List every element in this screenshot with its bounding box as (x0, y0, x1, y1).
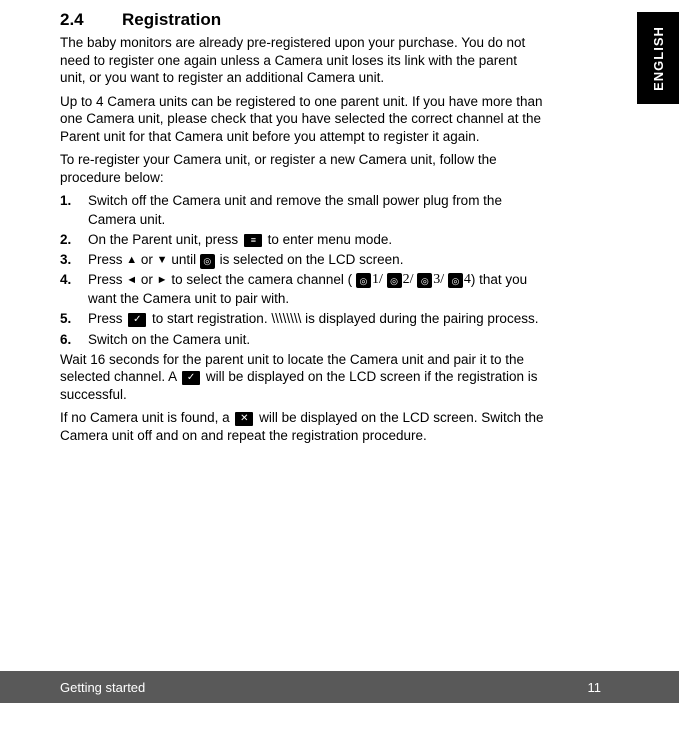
list-item: 5. Press ✓ to start registration. \\\\\\… (88, 310, 544, 328)
footer-section: Getting started (60, 680, 145, 695)
camera-channel-3: ◎3 (417, 271, 440, 290)
camera-channel-4: ◎4 (448, 271, 471, 290)
section-number: 2.4 (60, 10, 122, 30)
paragraph: The baby monitors are already pre-regist… (60, 34, 544, 87)
document-body: 2.4Registration The baby monitors are al… (0, 0, 614, 445)
list-item: 4. Press ◄ or ► to select the camera cha… (88, 271, 544, 308)
down-arrow-icon: ▼ (157, 254, 168, 266)
list-item: 6.Switch on the Camera unit. (88, 331, 544, 349)
section-title: Registration (122, 10, 221, 29)
list-item: 1.Switch off the Camera unit and remove … (88, 192, 544, 228)
paragraph: Wait 16 seconds for the parent unit to l… (60, 351, 544, 404)
camera-channel-1: ◎1 (356, 271, 379, 290)
page-footer: Getting started 11 (0, 671, 679, 703)
language-label: ENGLISH (651, 26, 666, 91)
camera-channel-2: ◎2 (387, 271, 410, 290)
right-arrow-icon: ► (157, 274, 168, 286)
paragraph: Up to 4 Camera units can be registered t… (60, 93, 544, 146)
up-arrow-icon: ▲ (126, 254, 137, 266)
list-item: 2. On the Parent unit, press ≡ to enter … (88, 231, 544, 249)
camera-icon: ◎ (200, 254, 215, 269)
cross-icon: ✕ (235, 412, 253, 426)
left-arrow-icon: ◄ (126, 274, 137, 286)
procedure-list: 1.Switch off the Camera unit and remove … (88, 192, 544, 348)
menu-icon: ≡ (244, 234, 262, 247)
check-icon: ✓ (128, 313, 146, 327)
paragraph: To re-register your Camera unit, or regi… (60, 151, 544, 186)
page-number: 11 (588, 680, 602, 695)
check-icon: ✓ (182, 371, 200, 385)
language-tab: ENGLISH (637, 12, 679, 104)
paragraph: If no Camera unit is found, a ✕ will be … (60, 409, 544, 444)
section-heading: 2.4Registration (60, 10, 544, 30)
list-item: 3. Press ▲ or ▼ until ◎ is selected on t… (88, 251, 544, 269)
